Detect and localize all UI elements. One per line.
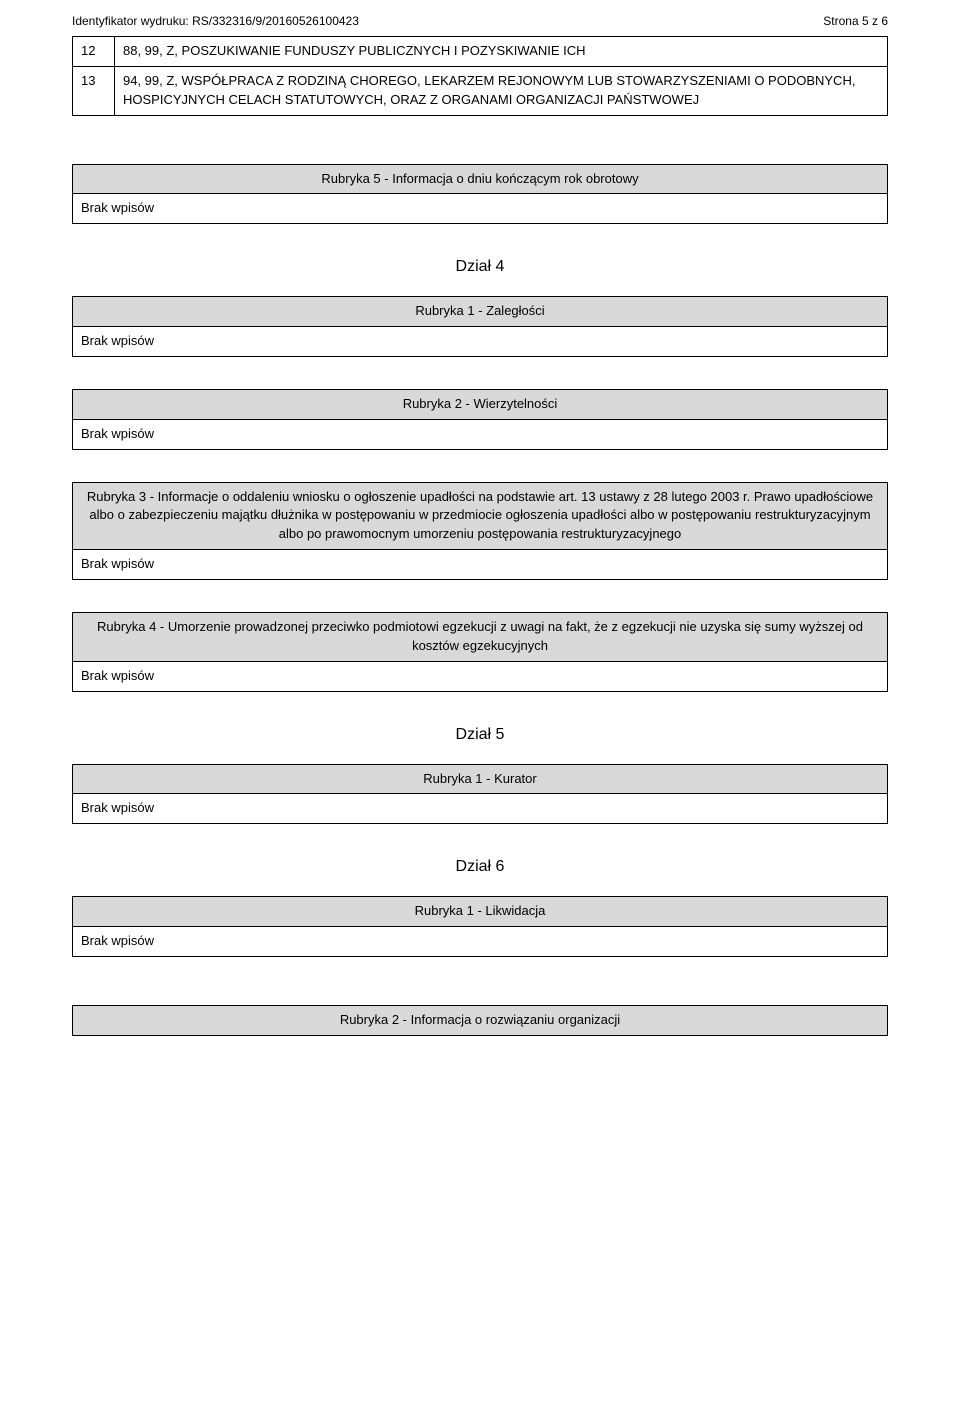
brak-wpisow: Brak wpisów [73, 194, 888, 224]
page-number: Strona 5 z 6 [823, 14, 888, 28]
d4-rubric-2: Rubryka 2 - Wierzytelności Brak wpisów [72, 389, 888, 450]
row-number: 13 [73, 66, 115, 115]
rubric-heading: Rubryka 1 - Likwidacja [73, 897, 888, 927]
rubric-heading: Rubryka 1 - Zaległości [73, 297, 888, 327]
rubric-heading: Rubryka 4 - Umorzenie prowadzonej przeci… [73, 612, 888, 661]
row-text: 94, 99, Z, WSPÓŁPRACA Z RODZINĄ CHOREGO,… [115, 66, 888, 115]
brak-wpisow: Brak wpisów [73, 327, 888, 357]
rubric-heading: Rubryka 5 - Informacja o dniu kończącym … [73, 164, 888, 194]
section-dzial-4: Dział 4 [72, 258, 888, 276]
d4-rubric-4: Rubryka 4 - Umorzenie prowadzonej przeci… [72, 612, 888, 692]
page-header: Identyfikator wydruku: RS/332316/9/20160… [72, 14, 888, 28]
rubric-heading: Rubryka 2 - Informacja o rozwiązaniu org… [73, 1005, 888, 1035]
d6-rubric-1: Rubryka 1 - Likwidacja Brak wpisów [72, 896, 888, 957]
rubric-5: Rubryka 5 - Informacja o dniu kończącym … [72, 164, 888, 225]
row-text: 88, 99, Z, POSZUKIWANIE FUNDUSZY PUBLICZ… [115, 37, 888, 67]
d5-rubric-1: Rubryka 1 - Kurator Brak wpisów [72, 764, 888, 825]
d6-rubric-2: Rubryka 2 - Informacja o rozwiązaniu org… [72, 1005, 888, 1036]
identifier-label: Identyfikator wydruku: [72, 14, 189, 28]
section-dzial-5: Dział 5 [72, 726, 888, 744]
brak-wpisow: Brak wpisów [73, 550, 888, 580]
rubric-heading: Rubryka 2 - Wierzytelności [73, 389, 888, 419]
section-dzial-6: Dział 6 [72, 858, 888, 876]
brak-wpisow: Brak wpisów [73, 661, 888, 691]
top-table: 12 88, 99, Z, POSZUKIWANIE FUNDUSZY PUBL… [72, 36, 888, 116]
d4-rubric-3: Rubryka 3 - Informacje o oddaleniu wnios… [72, 482, 888, 580]
rubric-heading: Rubryka 3 - Informacje o oddaleniu wnios… [73, 482, 888, 550]
brak-wpisow: Brak wpisów [73, 419, 888, 449]
rubric-heading: Rubryka 1 - Kurator [73, 764, 888, 794]
identifier-value: RS/332316/9/20160526100423 [192, 14, 359, 28]
row-number: 12 [73, 37, 115, 67]
d4-rubric-1: Rubryka 1 - Zaległości Brak wpisów [72, 296, 888, 357]
table-row: 12 88, 99, Z, POSZUKIWANIE FUNDUSZY PUBL… [73, 37, 888, 67]
brak-wpisow: Brak wpisów [73, 794, 888, 824]
brak-wpisow: Brak wpisów [73, 927, 888, 957]
print-identifier: Identyfikator wydruku: RS/332316/9/20160… [72, 14, 359, 28]
table-row: 13 94, 99, Z, WSPÓŁPRACA Z RODZINĄ CHORE… [73, 66, 888, 115]
